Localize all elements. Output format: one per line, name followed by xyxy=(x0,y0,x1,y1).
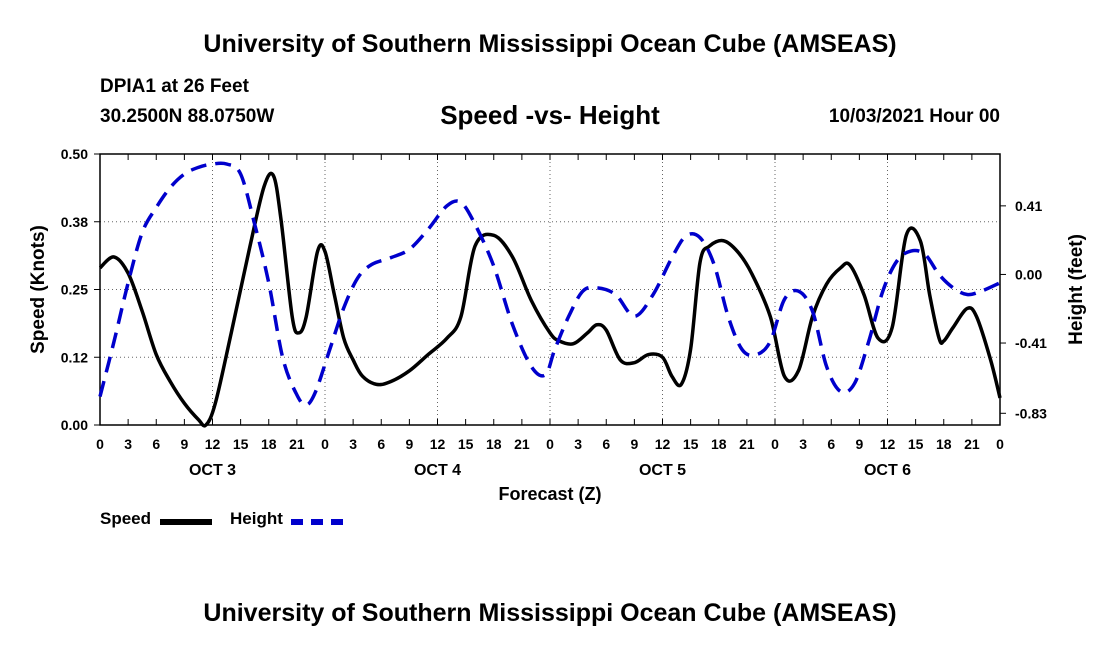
legend-speed-swatch xyxy=(160,519,212,525)
x-tick-label: 12 xyxy=(205,436,221,452)
x-tick-label: 12 xyxy=(655,436,671,452)
day-label: OCT 6 xyxy=(864,462,911,479)
x-tick-label: 21 xyxy=(739,436,755,452)
x-tick-label: 21 xyxy=(964,436,980,452)
x-tick-label: 0 xyxy=(771,436,779,452)
x-tick-label: 0 xyxy=(96,436,104,452)
x-tick-label: 3 xyxy=(349,436,357,452)
x-tick-label: 6 xyxy=(377,436,385,452)
x-tick-label: 0 xyxy=(546,436,554,452)
x-tick-label: 6 xyxy=(152,436,160,452)
series-speed-line xyxy=(98,171,1002,428)
x-tick-label: 9 xyxy=(855,436,863,452)
y2-tick-label: -0.41 xyxy=(1015,335,1047,351)
x-tick-label: 15 xyxy=(458,436,474,452)
x-tick-label: 0 xyxy=(996,436,1004,452)
legend-height-swatch xyxy=(291,519,343,525)
x-tick-label: 18 xyxy=(261,436,277,452)
y-axis-title: Speed (Knots) xyxy=(28,225,49,354)
y-tick-label: 0.50 xyxy=(61,146,88,162)
x-tick-label: 6 xyxy=(602,436,610,452)
x-tick-label: 12 xyxy=(430,436,446,452)
page-title: University of Southern Mississippi Ocean… xyxy=(203,30,897,58)
x-tick-label: 3 xyxy=(799,436,807,452)
y2-tick-label: 0.41 xyxy=(1015,198,1042,214)
day-label: OCT 3 xyxy=(189,462,236,479)
x-tick-label: 15 xyxy=(683,436,699,452)
y2-tick-label: -0.83 xyxy=(1015,405,1047,421)
station-label: DPIA1 at 26 Feet xyxy=(100,76,249,97)
forecast-timestamp: 10/03/2021 Hour 00 xyxy=(828,106,1000,127)
x-tick-label: 6 xyxy=(827,436,835,452)
footer-title: University of Southern Mississippi Ocean… xyxy=(203,599,897,627)
x-tick-label: 12 xyxy=(880,436,896,452)
x-tick-label: 18 xyxy=(486,436,502,452)
x-tick-label: 0 xyxy=(321,436,329,452)
coordinates-label: 30.2500N 88.0750W xyxy=(100,106,275,127)
day-label: OCT 4 xyxy=(414,462,461,479)
x-tick-label: 21 xyxy=(514,436,530,452)
y2-axis-title: Height (feet) xyxy=(1066,234,1087,345)
x-tick-label: 9 xyxy=(180,436,188,452)
x-tick-label: 21 xyxy=(289,436,305,452)
y-tick-label: 0.12 xyxy=(61,349,88,365)
legend-speed-label: Speed xyxy=(100,509,152,528)
x-tick-label: 15 xyxy=(908,436,924,452)
x-tick-label: 9 xyxy=(630,436,638,452)
x-axis-title: Forecast (Z) xyxy=(498,484,601,504)
legend-height-label: Height xyxy=(230,509,283,528)
series-height-line xyxy=(98,161,1001,407)
day-label: OCT 5 xyxy=(639,462,686,479)
x-tick-label: 18 xyxy=(711,436,727,452)
x-tick-label: 9 xyxy=(405,436,413,452)
chart-title: Speed -vs- Height xyxy=(440,100,660,130)
y2-tick-label: 0.00 xyxy=(1015,266,1042,282)
x-tick-label: 18 xyxy=(936,436,952,452)
x-tick-label: 3 xyxy=(124,436,132,452)
x-tick-label: 15 xyxy=(233,436,249,452)
y-tick-label: 0.25 xyxy=(61,282,88,298)
y-tick-label: 0.00 xyxy=(61,417,88,433)
y-tick-label: 0.38 xyxy=(61,214,88,230)
x-tick-label: 3 xyxy=(574,436,582,452)
